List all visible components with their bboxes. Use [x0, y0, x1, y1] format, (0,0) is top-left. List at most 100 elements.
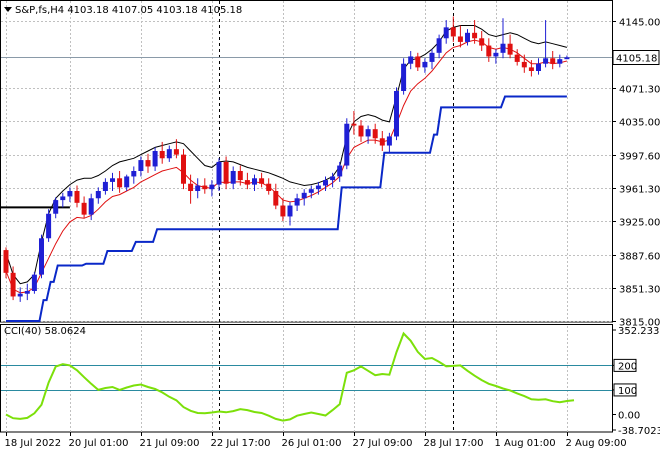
candle-body	[53, 200, 59, 214]
candle-body	[465, 32, 470, 42]
cci-tick-label: -38.7023	[618, 426, 660, 437]
candle-body	[564, 57, 570, 60]
cci-tick-label: 200	[618, 361, 637, 372]
candle-body	[259, 178, 265, 184]
candle-body	[287, 205, 293, 217]
candle-body	[131, 171, 137, 177]
candle-body	[173, 149, 179, 155]
candle-body	[479, 38, 485, 46]
candle-body	[81, 202, 87, 215]
candle-body	[323, 180, 328, 186]
time-tick-label: 26 Jul 01:00	[282, 438, 342, 449]
candle-body	[472, 32, 478, 39]
candle-body	[386, 136, 392, 146]
candle-body	[124, 176, 130, 188]
candle-body	[457, 36, 463, 42]
candle-body	[408, 56, 414, 64]
time-tick-label: 20 Jul 01:00	[69, 438, 129, 449]
candle-body	[266, 183, 272, 191]
collapse-triangle-icon[interactable]	[4, 7, 12, 12]
candle-body	[244, 180, 250, 185]
price-tick-label: 4035.00	[619, 118, 660, 129]
cci-tick-label: 0.00	[618, 410, 640, 421]
fast-ma-line	[5, 39, 568, 294]
candle-body	[450, 27, 456, 37]
candle-body	[39, 238, 44, 275]
candle-body	[365, 129, 371, 137]
time-tick-label: 21 Jul 09:00	[140, 438, 200, 449]
candle-body	[159, 151, 165, 159]
candle-body	[88, 198, 94, 215]
candle-body	[273, 191, 279, 206]
candle-body	[379, 138, 385, 146]
time-tick-label: 22 Jul 17:00	[211, 438, 271, 449]
candle-body	[3, 250, 9, 273]
candle-body	[500, 43, 506, 53]
cci-panel	[1, 331, 612, 422]
candle-body	[436, 38, 442, 53]
candle-body	[95, 191, 101, 199]
candle-body	[31, 274, 37, 291]
chart-header: S&P,fs,H4 4103.18 4107.05 4103.18 4105.1…	[15, 5, 242, 16]
time-tick-label: 18 Jul 2022	[5, 438, 62, 449]
candle-body	[280, 205, 286, 217]
cci-level-box	[613, 358, 637, 372]
time-tick-label: 1 Aug 01:00	[495, 438, 556, 449]
candle-body	[422, 61, 428, 68]
price-tick-label: 3925.00	[619, 218, 660, 229]
upper-band-line	[5, 25, 568, 285]
candle-body	[521, 61, 527, 68]
candle-body	[117, 178, 123, 188]
candle-body	[344, 123, 350, 166]
cci-panel-frame	[0, 324, 613, 433]
price-tick-label: 3887.60	[619, 252, 660, 263]
candle-body	[486, 45, 492, 57]
candle-body	[237, 171, 243, 181]
candle-body	[294, 198, 300, 206]
candle-body	[10, 272, 16, 297]
candle-body	[315, 185, 321, 190]
candle-body	[429, 52, 435, 62]
cci-line	[5, 331, 575, 422]
candle-body	[216, 161, 222, 185]
indicator-header: CCI(40) 58.0624	[4, 326, 86, 337]
candle-body	[536, 63, 541, 71]
candle-body	[202, 185, 208, 190]
candle-body	[166, 149, 172, 159]
cci-tick-label: 352.2333	[618, 326, 660, 337]
candle-body	[543, 58, 549, 64]
candle-body	[17, 293, 23, 297]
candle-body	[138, 160, 144, 171]
price-tick-label: 4145.00	[619, 18, 660, 29]
price-tick-label: 3961.30	[619, 185, 660, 196]
candle-body	[74, 191, 80, 203]
price-tick-label: 3851.30	[619, 285, 660, 296]
cci-tick-label: 100	[618, 386, 637, 397]
candle-body	[330, 176, 336, 181]
candle-body	[507, 43, 513, 55]
grid-lines	[0, 0, 613, 433]
candle-body	[188, 183, 194, 191]
price-tick-label: 3815.00	[619, 318, 660, 329]
candle-body	[337, 165, 343, 177]
candle-body	[401, 63, 407, 91]
candle-body	[394, 91, 399, 137]
candle-body	[145, 160, 151, 167]
candle-body	[152, 151, 158, 167]
cci-level-box	[613, 383, 637, 397]
price-panel-frame	[0, 0, 613, 323]
y-axis: 4145.00 4071.30 4035.00 3997.60 3961.30 3925.…	[5, 18, 660, 450]
candle-body	[550, 58, 556, 64]
header-area: S&P,fs,H4 4103.18 4107.05 4103.18 4105.1…	[4, 5, 242, 337]
time-tick-label: 28 Jul 17:00	[424, 438, 484, 449]
candle-body	[230, 171, 236, 184]
price-tick-label: 4071.30	[619, 85, 660, 96]
candle-body	[60, 196, 66, 201]
candle-body	[351, 123, 357, 126]
trailing-stop-line	[6, 95, 567, 322]
current-price-label: 4105.18	[616, 54, 657, 65]
candle-body	[110, 178, 115, 182]
candle-body	[493, 52, 499, 57]
candle-body	[443, 27, 449, 39]
